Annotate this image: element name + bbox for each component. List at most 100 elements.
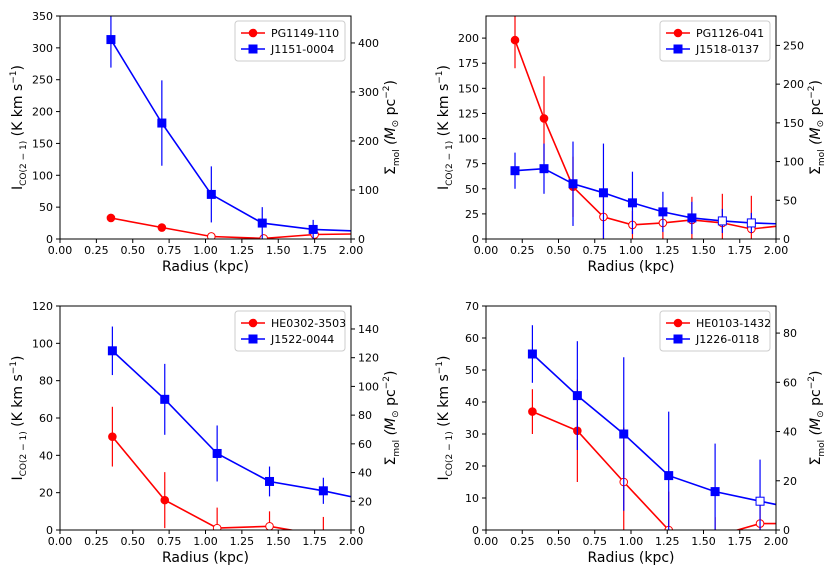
legend: PG1149-110 J1151-0004 bbox=[234, 20, 346, 62]
x-axis-label: Radius (kpc) bbox=[162, 550, 249, 566]
y2-tick-label: 400 bbox=[358, 37, 379, 50]
data-point bbox=[160, 394, 170, 404]
y2-tick-label: 0 bbox=[358, 233, 365, 246]
series-line-PG1126-041 bbox=[514, 39, 776, 230]
data-point bbox=[369, 534, 377, 542]
y2-tick-label: 100 bbox=[783, 156, 804, 169]
data-point bbox=[710, 487, 720, 497]
y2-axis-label: Σmol (M⊙ pc−2) bbox=[807, 80, 827, 175]
data-point bbox=[568, 179, 578, 189]
y-tick-label: 50 bbox=[465, 183, 479, 196]
y-tick-label: 175 bbox=[458, 57, 479, 70]
y-tick-label: 10 bbox=[465, 492, 479, 505]
data-point bbox=[318, 486, 328, 496]
x-axis-label: Radius (kpc) bbox=[162, 259, 249, 275]
y2-axis-label: Σmol (M⊙ pc−2) bbox=[382, 80, 402, 175]
y-tick-label: 150 bbox=[458, 82, 479, 95]
y-tick-label: 300 bbox=[32, 42, 53, 55]
legend: HE0302-3503 J1522-0044 bbox=[234, 310, 346, 352]
data-point bbox=[527, 349, 537, 359]
legend-box bbox=[234, 20, 346, 62]
series-line-J1151-0004 bbox=[110, 39, 351, 232]
data-point bbox=[539, 114, 549, 123]
legend-marker bbox=[673, 334, 683, 344]
legend-label: J1151-0004 bbox=[270, 43, 334, 56]
x-tick-label: 2.00 bbox=[764, 535, 789, 548]
data-point bbox=[746, 218, 756, 228]
x-tick-label: 0.50 bbox=[121, 244, 146, 257]
data-point bbox=[212, 448, 222, 458]
y-tick-label: 80 bbox=[39, 375, 53, 388]
data-point bbox=[658, 207, 668, 217]
x-tick-label: 1.25 bbox=[655, 244, 680, 257]
y-tick-label: 60 bbox=[465, 332, 479, 345]
y2-tick-label: 0 bbox=[358, 524, 365, 537]
y-tick-label: 50 bbox=[39, 201, 53, 214]
y-tick-label: 70 bbox=[465, 300, 479, 313]
data-point bbox=[259, 234, 268, 239]
y2-axis-label: Σmol (M⊙ pc−2) bbox=[807, 371, 827, 466]
y2-tick-label: 300 bbox=[358, 86, 379, 99]
legend-box bbox=[659, 310, 771, 352]
data-point bbox=[107, 346, 117, 356]
y-tick-label: 0 bbox=[472, 233, 479, 246]
data-point bbox=[572, 391, 582, 401]
y-tick-label: 125 bbox=[458, 107, 479, 120]
data-point bbox=[627, 198, 637, 208]
y2-tick-label: 20 bbox=[783, 475, 797, 488]
data-point bbox=[510, 35, 520, 45]
y2-tick-label: 120 bbox=[358, 352, 379, 365]
x-tick-label: 0.50 bbox=[546, 244, 571, 257]
data-layer bbox=[527, 325, 810, 530]
x-tick-label: 0.00 bbox=[48, 535, 73, 548]
y2-tick-label: 50 bbox=[783, 194, 797, 207]
x-tick-label: 1.25 bbox=[230, 535, 255, 548]
data-point bbox=[664, 471, 674, 481]
legend-box bbox=[659, 20, 771, 62]
y2-tick-label: 200 bbox=[783, 78, 804, 91]
data-point bbox=[775, 219, 776, 229]
data-point bbox=[528, 407, 537, 416]
y2-tick-label: 0 bbox=[783, 233, 790, 246]
y2-tick-label: 0 bbox=[783, 524, 790, 537]
x-tick-label: 1.00 bbox=[193, 244, 218, 257]
legend: HE0103-1432 J1226-0118 bbox=[659, 310, 771, 352]
data-point bbox=[157, 223, 167, 232]
data-point bbox=[598, 188, 608, 198]
x-axis-label: Radius (kpc) bbox=[587, 259, 674, 275]
x-tick-label: 0.25 bbox=[510, 535, 535, 548]
y-tick-label: 100 bbox=[32, 337, 53, 350]
data-point bbox=[206, 189, 216, 199]
y-tick-label: 60 bbox=[39, 412, 53, 425]
y-axis-label: ICO(2 − 1) (K km s−1) bbox=[9, 355, 29, 480]
data-point bbox=[106, 35, 116, 45]
y2-tick-label: 40 bbox=[783, 426, 797, 439]
legend-label: PG1149-110 bbox=[271, 27, 339, 40]
data-point bbox=[539, 164, 549, 174]
data-point bbox=[802, 507, 810, 515]
data-layer bbox=[106, 16, 351, 239]
series-line-PG1149-110 bbox=[110, 217, 351, 239]
x-tick-label: 1.75 bbox=[302, 244, 327, 257]
series-line-J1522-0044 bbox=[111, 350, 351, 498]
data-point bbox=[510, 166, 520, 176]
x-tick-label: 0.75 bbox=[157, 535, 182, 548]
y2-tick-label: 100 bbox=[358, 184, 379, 197]
data-point bbox=[777, 222, 785, 230]
series-line-J1518-0137 bbox=[514, 167, 776, 225]
legend-label: J1226-0118 bbox=[695, 333, 759, 346]
legend-marker bbox=[248, 318, 258, 328]
y-tick-label: 75 bbox=[465, 158, 479, 171]
y-tick-label: 200 bbox=[458, 32, 479, 45]
data-point bbox=[687, 213, 697, 223]
y-axis-label: ICO(2 − 1) (K km s−1) bbox=[435, 355, 455, 480]
y2-tick-label: 40 bbox=[358, 467, 372, 480]
x-tick-label: 1.00 bbox=[619, 535, 644, 548]
y-tick-label: 40 bbox=[39, 449, 53, 462]
x-tick-label: 2.00 bbox=[339, 535, 364, 548]
series-line-HE0302-3503 bbox=[111, 436, 296, 530]
chart-panel-2: 0.00 0.25 0.50 0.75 1.00 1.25 1.50 1.75 2.000255… bbox=[435, 15, 827, 275]
legend-marker bbox=[673, 28, 683, 38]
x-tick-label: 1.50 bbox=[266, 535, 291, 548]
